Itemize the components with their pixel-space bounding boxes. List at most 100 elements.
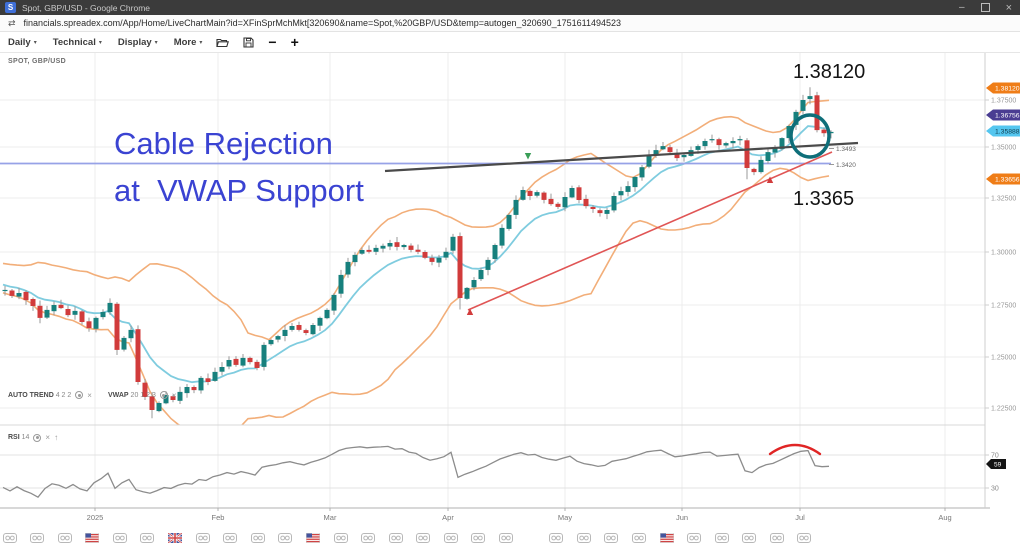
menu-more[interactable]: More ▾ [174,37,203,48]
up-triangle-marker [466,308,474,315]
close-button[interactable]: × [1005,1,1012,14]
menu-more-label: More [173,36,197,48]
zoom-in-button[interactable]: + [290,34,299,50]
candle-body [93,317,99,329]
candle-body [282,329,288,336]
candle-body [436,257,442,263]
candle-body [534,192,540,196]
gear-icon[interactable] [75,391,84,399]
candle-body [562,197,568,208]
open-chart-button[interactable] [216,37,230,48]
minimize-button[interactable]: – [959,1,965,13]
gear-icon[interactable] [33,433,42,442]
close-icon[interactable]: × [171,390,177,400]
candle-body [170,396,176,400]
candle-body [422,252,428,258]
close-icon[interactable]: × [87,390,92,400]
save-chart-button[interactable] [243,36,254,48]
candle-body [184,387,190,394]
candle-body [268,340,274,345]
expand-arrow-icon[interactable]: ↑ [54,433,59,442]
candle-body [765,152,771,161]
candle-body [590,207,596,209]
price-badge-label: 1.33656 [995,176,1020,183]
x-axis-label: Apr [442,513,454,522]
rejection-circle[interactable] [789,113,831,159]
rising-trendline[interactable] [467,151,833,311]
price-badge-label: 1.38120 [995,85,1020,92]
menu-daily[interactable]: Daily ▾ [8,37,37,48]
candle-body [156,403,162,412]
candle-body [37,305,43,318]
candle-body [219,367,225,372]
candles [2,87,834,419]
menu-technical-label: Technical [52,36,96,48]
candle-body [72,310,78,315]
candle-body [317,317,323,326]
candle-body [352,254,358,263]
x-axis-label: 2025 [87,513,104,522]
candle-body [429,257,435,262]
symbol-label: SPOT, GBP/USD [8,58,66,65]
candle-body [737,139,743,141]
candle-body [128,329,134,339]
tab-switcher-icon[interactable]: ⇄ [8,17,16,28]
annotation-headline-line2[interactable]: at VWAP Support [114,173,364,208]
candle-body [338,274,344,294]
menu-daily-label: Daily [8,36,31,48]
candle-body [142,382,148,397]
candle-body [611,196,617,211]
candle-body [751,168,757,173]
rsi-value-badge [986,459,1006,469]
candle-body [520,190,526,200]
annotation-headline-line1[interactable]: Cable Rejection [114,126,333,161]
candle-body [541,192,547,200]
trendline-value-label: 1.3493 [836,146,856,153]
candle-body [149,396,155,410]
candle-body [212,371,218,381]
candle-body [702,141,708,147]
candle-body [380,245,386,249]
candle-body [506,214,512,229]
menu-display[interactable]: Display ▾ [118,37,158,48]
candle-body [121,337,127,350]
x-axis-label: Feb [212,513,225,522]
down-triangle-marker [524,153,532,160]
maximize-button[interactable] [980,3,990,12]
candle-body [415,249,421,252]
x-axis-label: Jul [795,513,805,522]
menu-display-label: Display [117,36,152,48]
window-title: Spot, GBP/USD - Google Chrome [22,2,151,13]
candle-body [345,261,351,275]
page-url[interactable]: financials.spreadex.com/App/Home/LiveCha… [23,18,622,28]
candle-body [100,312,106,318]
annotation-low-price[interactable]: 1.3365 [793,188,855,210]
rsi-divergence-arc[interactable] [768,443,822,456]
rsi-value-label: 59 [994,461,1002,468]
candle-body [51,305,57,312]
close-icon[interactable]: × [45,433,51,442]
candle-body [359,250,365,254]
chart-toolbar: Daily ▾ Technical ▾ Display ▾ More ▾ − + [0,32,1020,53]
gear-icon[interactable] [159,391,168,399]
price-badge-label: 1.367565 [995,112,1020,119]
candle-body [660,146,666,150]
candle-body [478,270,484,280]
chevron-down-icon: ▾ [199,39,203,46]
zoom-out-button[interactable]: − [268,34,277,50]
candle-body [387,243,393,247]
candle-body [9,290,15,296]
candle-body [30,299,36,306]
menu-technical[interactable]: Technical ▾ [53,37,102,48]
trendline-value-label: 1.3420 [836,162,856,169]
candle-body [408,245,414,250]
candle-body [86,321,92,328]
candle-body [177,391,183,401]
resistance-trendline[interactable] [384,141,859,173]
candle-body [2,289,8,292]
annotation-high-price[interactable]: 1.38120 [793,61,866,83]
y-axis-label: 1.32500 [991,196,1016,203]
candle-body [233,358,239,365]
candle-body [247,357,253,363]
